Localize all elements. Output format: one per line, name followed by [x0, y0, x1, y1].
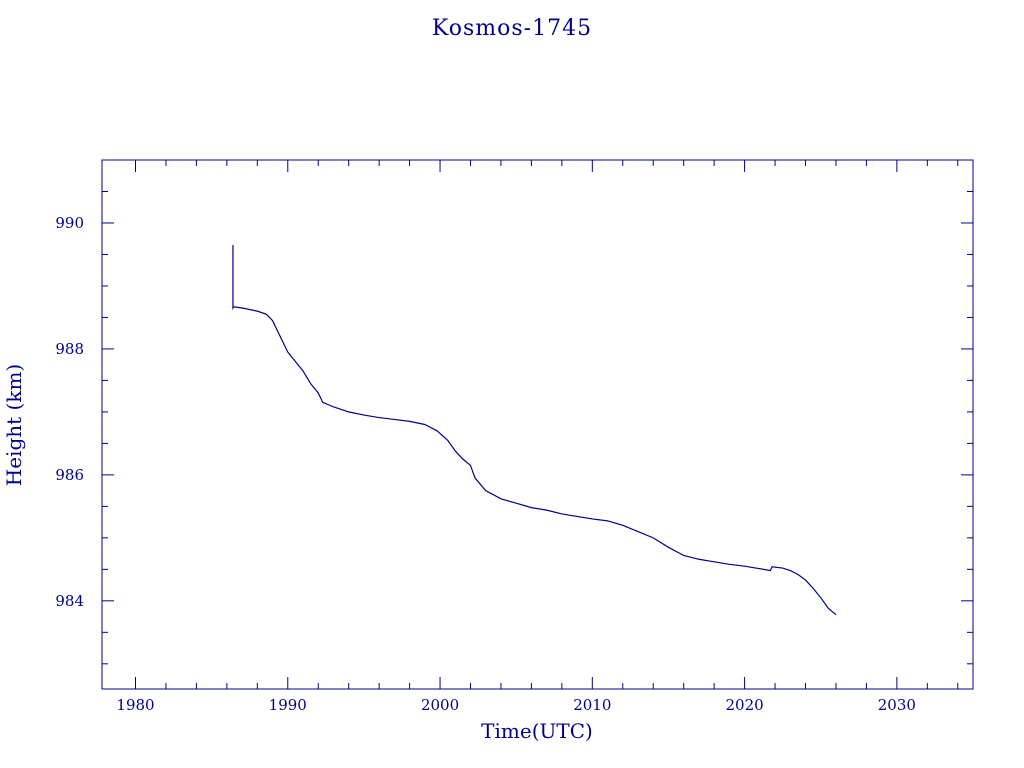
y-tick-label: 986	[55, 466, 84, 484]
y-axis-label: Height (km)	[2, 364, 26, 486]
y-tick-label: 988	[55, 340, 84, 358]
x-tick-label: 2030	[878, 696, 916, 714]
x-tick-label: 1990	[269, 696, 307, 714]
x-tick-label: 2010	[573, 696, 611, 714]
x-tick-labels: 1980 1990 2000 2010 2020 2030	[116, 696, 916, 714]
x-axis-label: Time(UTC)	[481, 719, 593, 743]
x-tick-label: 2020	[725, 696, 763, 714]
axis-ticks	[102, 159, 973, 689]
x-tick-label: 1980	[116, 696, 154, 714]
y-tick-label: 984	[55, 592, 84, 610]
y-tick-label: 990	[55, 214, 84, 232]
y-tick-labels: 984 986 988 990	[55, 214, 84, 610]
x-tick-label: 2000	[421, 696, 459, 714]
series-line	[232, 245, 837, 616]
plot-frame	[101, 159, 974, 690]
chart-title: Kosmos-1745	[431, 16, 593, 41]
